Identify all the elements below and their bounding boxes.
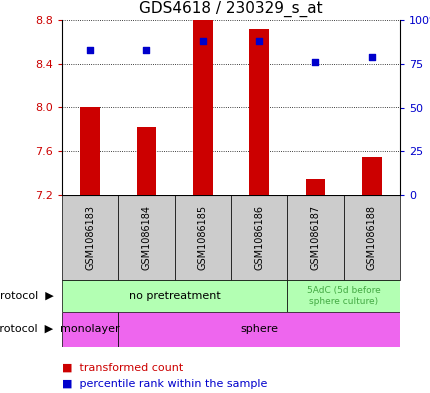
Bar bbox=[62, 280, 287, 312]
Text: GSM1086187: GSM1086187 bbox=[310, 205, 320, 270]
Text: protocol  ▶: protocol ▶ bbox=[0, 291, 53, 301]
Text: 5AdC (5d before
sphere culture): 5AdC (5d before sphere culture) bbox=[306, 286, 380, 306]
Text: growth protocol  ▶: growth protocol ▶ bbox=[0, 325, 53, 334]
Title: GDS4618 / 230329_s_at: GDS4618 / 230329_s_at bbox=[139, 1, 322, 17]
Bar bbox=[361, 157, 381, 195]
Bar bbox=[62, 195, 118, 280]
Bar bbox=[230, 195, 287, 280]
Point bbox=[368, 53, 375, 60]
Point bbox=[199, 38, 206, 44]
Text: ■  transformed count: ■ transformed count bbox=[62, 363, 183, 373]
Text: ■  percentile rank within the sample: ■ percentile rank within the sample bbox=[62, 379, 267, 389]
Text: GSM1086183: GSM1086183 bbox=[85, 205, 95, 270]
Bar bbox=[136, 127, 156, 195]
Point bbox=[311, 59, 318, 65]
Text: no pretreatment: no pretreatment bbox=[129, 291, 220, 301]
Text: sphere: sphere bbox=[240, 325, 277, 334]
Text: GSM1086188: GSM1086188 bbox=[366, 205, 376, 270]
Bar bbox=[80, 108, 100, 195]
Point bbox=[255, 38, 262, 44]
Bar bbox=[305, 178, 325, 195]
Bar bbox=[249, 29, 268, 195]
Bar bbox=[343, 195, 399, 280]
Text: GSM1086186: GSM1086186 bbox=[254, 205, 264, 270]
Bar bbox=[287, 280, 399, 312]
Bar bbox=[118, 312, 399, 347]
Point bbox=[143, 47, 150, 53]
Text: GSM1086184: GSM1086184 bbox=[141, 205, 151, 270]
Bar bbox=[193, 20, 212, 195]
Bar bbox=[62, 312, 118, 347]
Point bbox=[86, 47, 93, 53]
Text: GSM1086185: GSM1086185 bbox=[197, 205, 207, 270]
Bar bbox=[174, 195, 230, 280]
Bar bbox=[287, 195, 343, 280]
Text: monolayer: monolayer bbox=[60, 325, 120, 334]
Bar bbox=[118, 195, 174, 280]
